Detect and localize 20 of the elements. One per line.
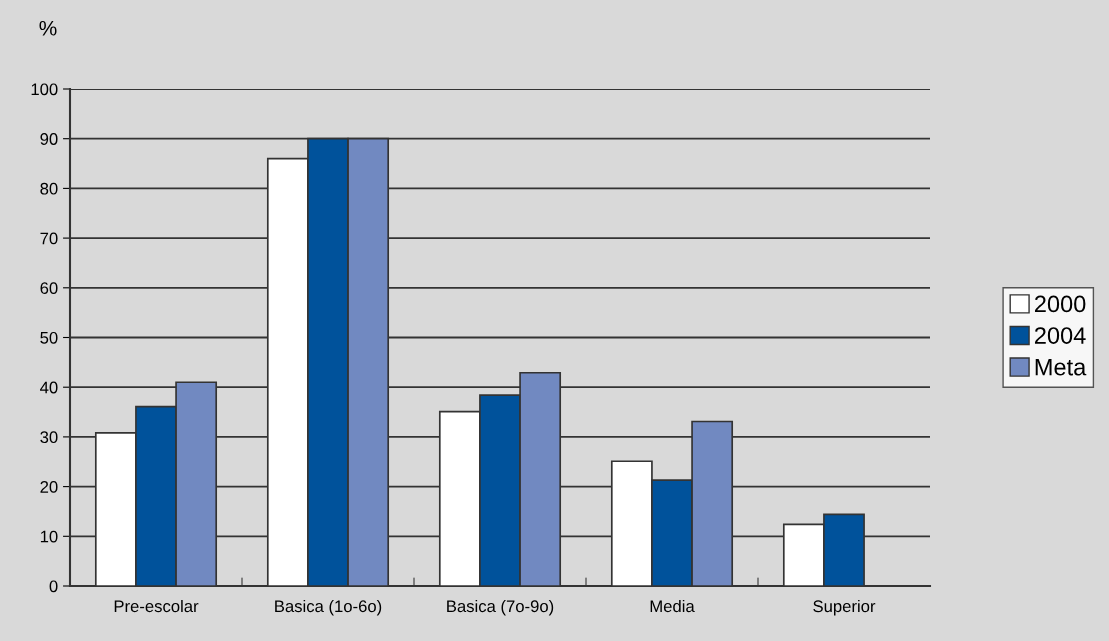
x-tick-label: Basica (7o-9o) <box>447 599 554 616</box>
y-tick-label: 80 <box>40 182 58 195</box>
y-tick-label: 70 <box>40 232 58 245</box>
x-tick-label: Media <box>650 599 695 613</box>
y-tick-label: 40 <box>40 381 58 394</box>
y-tick-label: 100 <box>31 83 58 96</box>
y-tick-label: 50 <box>40 331 58 344</box>
legend-label: 2000 <box>1034 295 1086 313</box>
y-tick-label: 10 <box>40 530 58 543</box>
y-tick-label: 20 <box>40 481 58 493</box>
y-tick-label: 60 <box>40 282 58 294</box>
x-tick-label: Basica (1o-6o) <box>275 599 382 616</box>
y-tick-label: 0 <box>49 580 58 593</box>
legend-label: 2004 <box>1034 327 1086 344</box>
legend-label: Meta <box>1035 359 1087 376</box>
x-tick-label: Superior <box>813 599 876 616</box>
y-axis-title: % <box>39 20 57 36</box>
y-tick-label: 30 <box>40 431 58 444</box>
y-tick-label: 90 <box>40 133 58 145</box>
x-tick-label: Pre-escolar <box>114 599 199 613</box>
